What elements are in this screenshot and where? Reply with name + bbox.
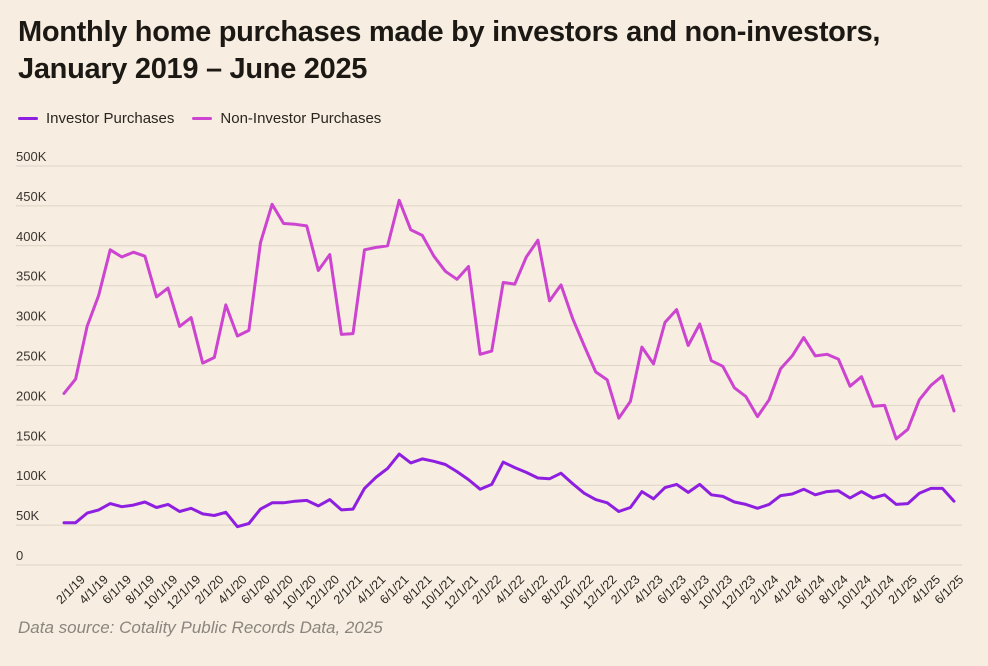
legend-swatch-investor [18,116,38,120]
y-tick-label: 400K [16,229,47,244]
series-lines [62,198,956,529]
grid-lines [16,165,962,566]
chart-title-line-1: Monthly home purchases made by investors… [18,16,881,48]
y-tick-label: 0 [16,548,23,563]
legend: Investor Purchases Non-Investor Purchase… [18,108,399,128]
data-source-note: Data source: Cotality Public Records Dat… [18,618,383,637]
legend-swatch-non-investor [192,116,213,120]
y-tick-label: 500K [16,149,47,164]
y-tick-label: 250K [16,349,47,364]
y-tick-label: 200K [16,388,47,403]
y-tick-label: 50K [16,508,39,523]
y-tick-label: 450K [16,189,47,204]
legend-label-investor: Investor Purchases [46,109,175,127]
chart-title: Monthly home purchases made by investors… [18,14,968,88]
investor-purchases-line [62,452,956,529]
y-tick-label: 350K [16,269,47,284]
y-tick-label: 100K [16,468,47,483]
legend-item-investor: Investor Purchases [18,110,174,127]
y-tick-label: 300K [16,309,47,324]
chart-title-line-2: January 2019 – June 2025 [18,53,368,85]
y-tick-label: 150K [16,428,47,443]
y-axis-ticks: 0 50K 100K 150K 200K 250K 300K 350K 400K 450K 500K [16,149,47,563]
legend-label-non-investor: Non-Investor Purchases [220,109,382,127]
legend-item-non-investor: Non-Investor Purchases [192,110,381,127]
non-investor-purchases-line [62,198,956,441]
x-axis-ticks: 2/1/194/1/196/1/198/1/1910/1/1912/1/192/… [53,572,966,611]
